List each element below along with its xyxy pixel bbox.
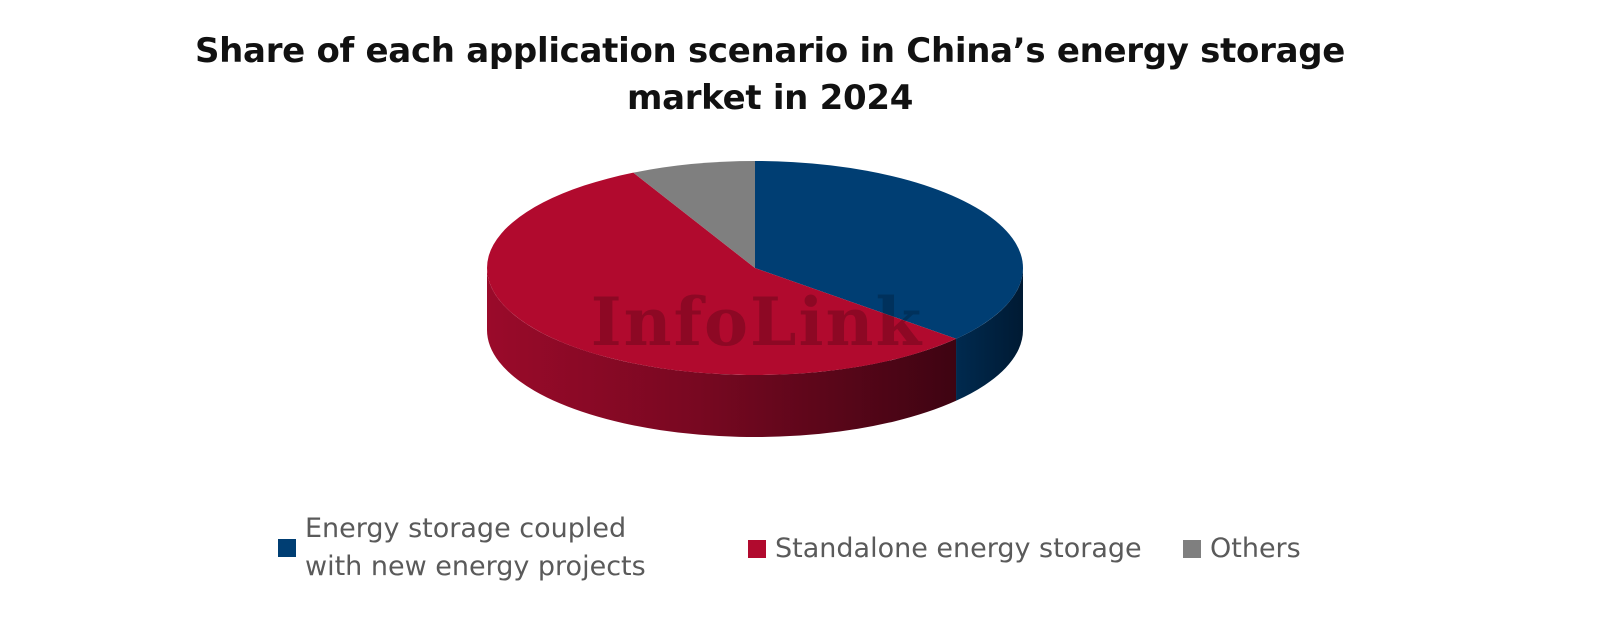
legend-item-standalone: Standalone energy storage: [748, 530, 1142, 568]
legend-swatch-standalone: [748, 540, 766, 558]
pie-slice-coupled-side: [956, 268, 1023, 401]
legend-label-coupled: Energy storage coupled with new energy p…: [305, 513, 646, 582]
legend-swatch-coupled: [278, 539, 296, 557]
pie-slice-standalone: [487, 172, 957, 375]
pie-slice-others: [633, 161, 755, 268]
watermark-text: InfoLink: [591, 283, 923, 361]
pie-slice-standalone-side: [487, 268, 957, 437]
pie-slice-coupled: [755, 161, 1023, 339]
legend-swatch-others: [1183, 540, 1201, 558]
legend-label-others: Others: [1210, 533, 1301, 564]
chart-title: Share of each application scenario in Ch…: [194, 31, 1346, 118]
legend-label-standalone: Standalone energy storage: [775, 533, 1142, 564]
legend-item-others: Others: [1183, 530, 1301, 568]
legend-item-coupled: Energy storage coupled with new energy p…: [278, 510, 678, 586]
